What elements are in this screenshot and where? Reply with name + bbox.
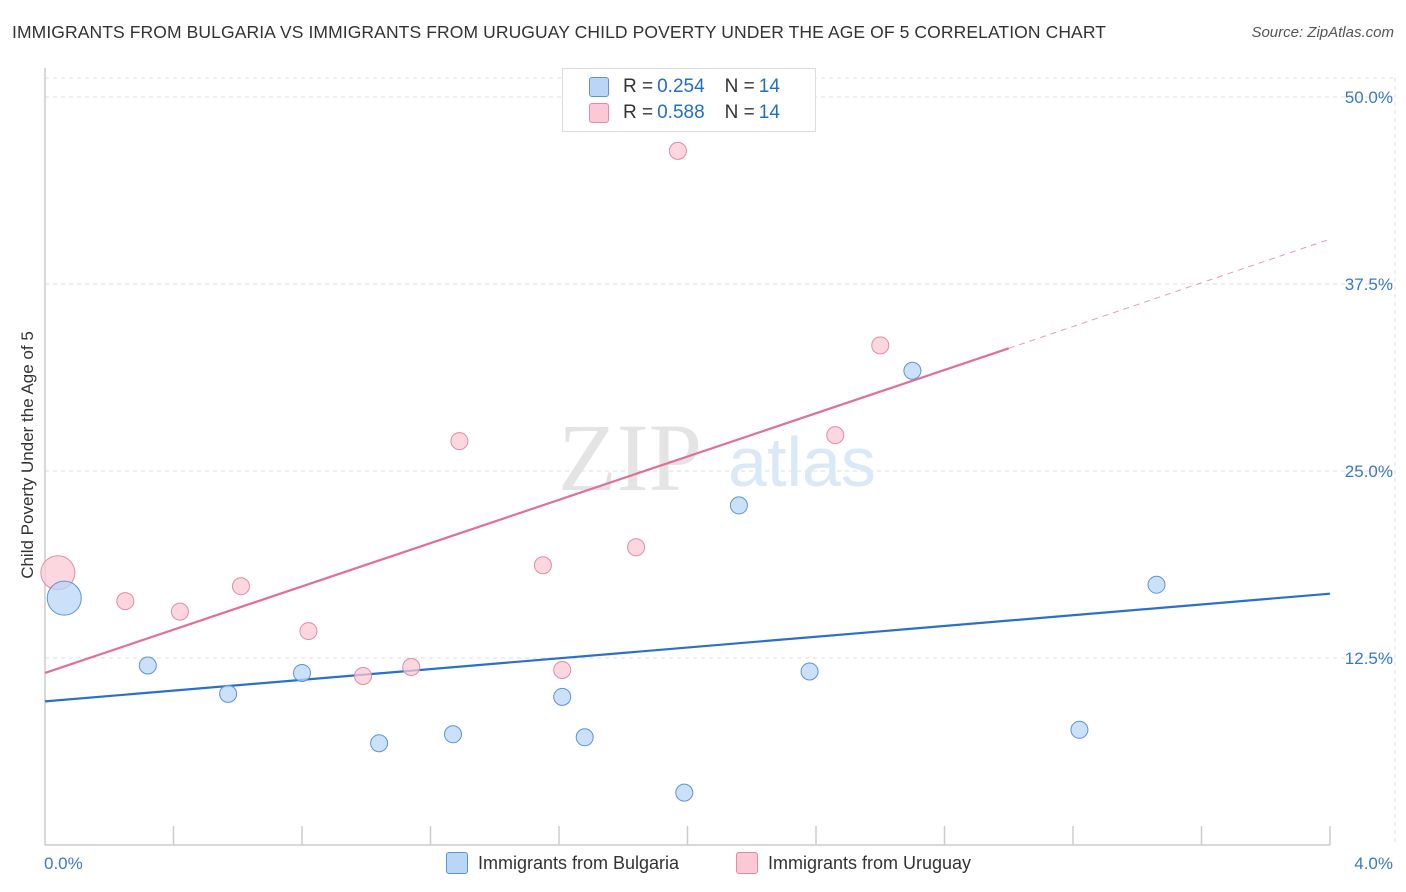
data-point-bulgaria [219,684,238,703]
data-point-uruguay [170,602,189,621]
correlation-legend: R = 0.254 N = 14 R = 0.588 N = 14 [562,68,816,132]
legend-r-value-uruguay: 0.588 [657,102,705,123]
series-swatch-bulgaria [446,852,468,874]
legend-r-value-bulgaria: 0.254 [657,76,705,97]
trend-line-uruguay-extension [1008,238,1331,349]
data-point-bulgaria [903,361,922,380]
data-point-bulgaria [1147,575,1166,594]
legend-n-label: N = [724,102,755,123]
y-tick-label: 12.5% [1345,649,1393,668]
legend-swatch-bulgaria [589,77,609,97]
data-point-uruguay [231,577,250,596]
legend-n-value-uruguay: 14 [758,102,780,123]
trend-line-bulgaria [44,592,1331,703]
legend-r-label: R = [623,76,654,97]
y-axis-label: Child Poverty Under the Age of 5 [18,331,37,579]
y-tick-label: 50.0% [1345,88,1393,107]
data-point-uruguay [553,660,572,679]
legend-row-bulgaria: R = 0.254 N = 14 [589,75,780,99]
watermark-zip: ZIP [558,404,702,511]
series-legend-uruguay[interactable]: Immigrants from Uruguay [736,852,971,874]
data-point-uruguay [299,622,318,641]
watermark: ZIP atlas [558,404,876,511]
legend-swatch-uruguay [589,103,609,123]
data-point-bulgaria [293,663,311,682]
legend-row-uruguay: R = 0.588 N = 14 [589,101,780,125]
series-legend-bulgaria[interactable]: Immigrants from Bulgaria [446,852,679,874]
data-points [40,141,1166,802]
data-point-bulgaria [138,656,157,675]
legend-n-value-bulgaria: 14 [758,76,780,97]
data-point-uruguay [826,426,845,445]
data-point-bulgaria [800,662,819,681]
data-point-uruguay [627,538,646,557]
trend-lines [44,238,1331,703]
data-point-uruguay [533,556,552,575]
data-point-uruguay [354,666,373,685]
data-point-bulgaria [729,496,748,515]
tick-labels: 12.5% 25.0% 37.5% 50.0% 0.0% 4.0% [44,88,1393,873]
watermark-atlas: atlas [728,423,876,501]
legend-r-label: R = [623,102,654,123]
data-point-bulgaria [553,687,572,706]
source-label: Source: ZipAtlas.com [1251,24,1394,41]
data-point-uruguay [871,336,890,355]
data-point-bulgaria [1070,720,1089,739]
data-point-bulgaria [675,783,694,802]
data-point-bulgaria [443,725,462,744]
trend-line-uruguay [44,347,1010,675]
series-label-bulgaria: Immigrants from Bulgaria [478,852,680,873]
data-point-bulgaria [370,734,389,753]
legend-n-label: N = [724,76,755,97]
data-point-bulgaria [46,580,82,616]
data-point-uruguay [116,592,135,611]
x-tick-label-min: 0.0% [44,854,83,873]
axes [44,68,1331,846]
y-tick-label: 25.0% [1345,462,1393,481]
y-tick-label: 37.5% [1345,275,1393,294]
data-point-uruguay [402,657,421,676]
x-tick-label-max: 4.0% [1354,854,1393,873]
chart-title: IMMIGRANTS FROM BULGARIA VS IMMIGRANTS F… [12,22,1107,42]
data-point-uruguay [450,432,469,451]
series-label-uruguay: Immigrants from Uruguay [768,852,972,873]
series-swatch-uruguay [736,852,758,874]
data-point-bulgaria [575,728,594,747]
data-point-uruguay [668,141,687,160]
grid-lines [45,77,1396,845]
